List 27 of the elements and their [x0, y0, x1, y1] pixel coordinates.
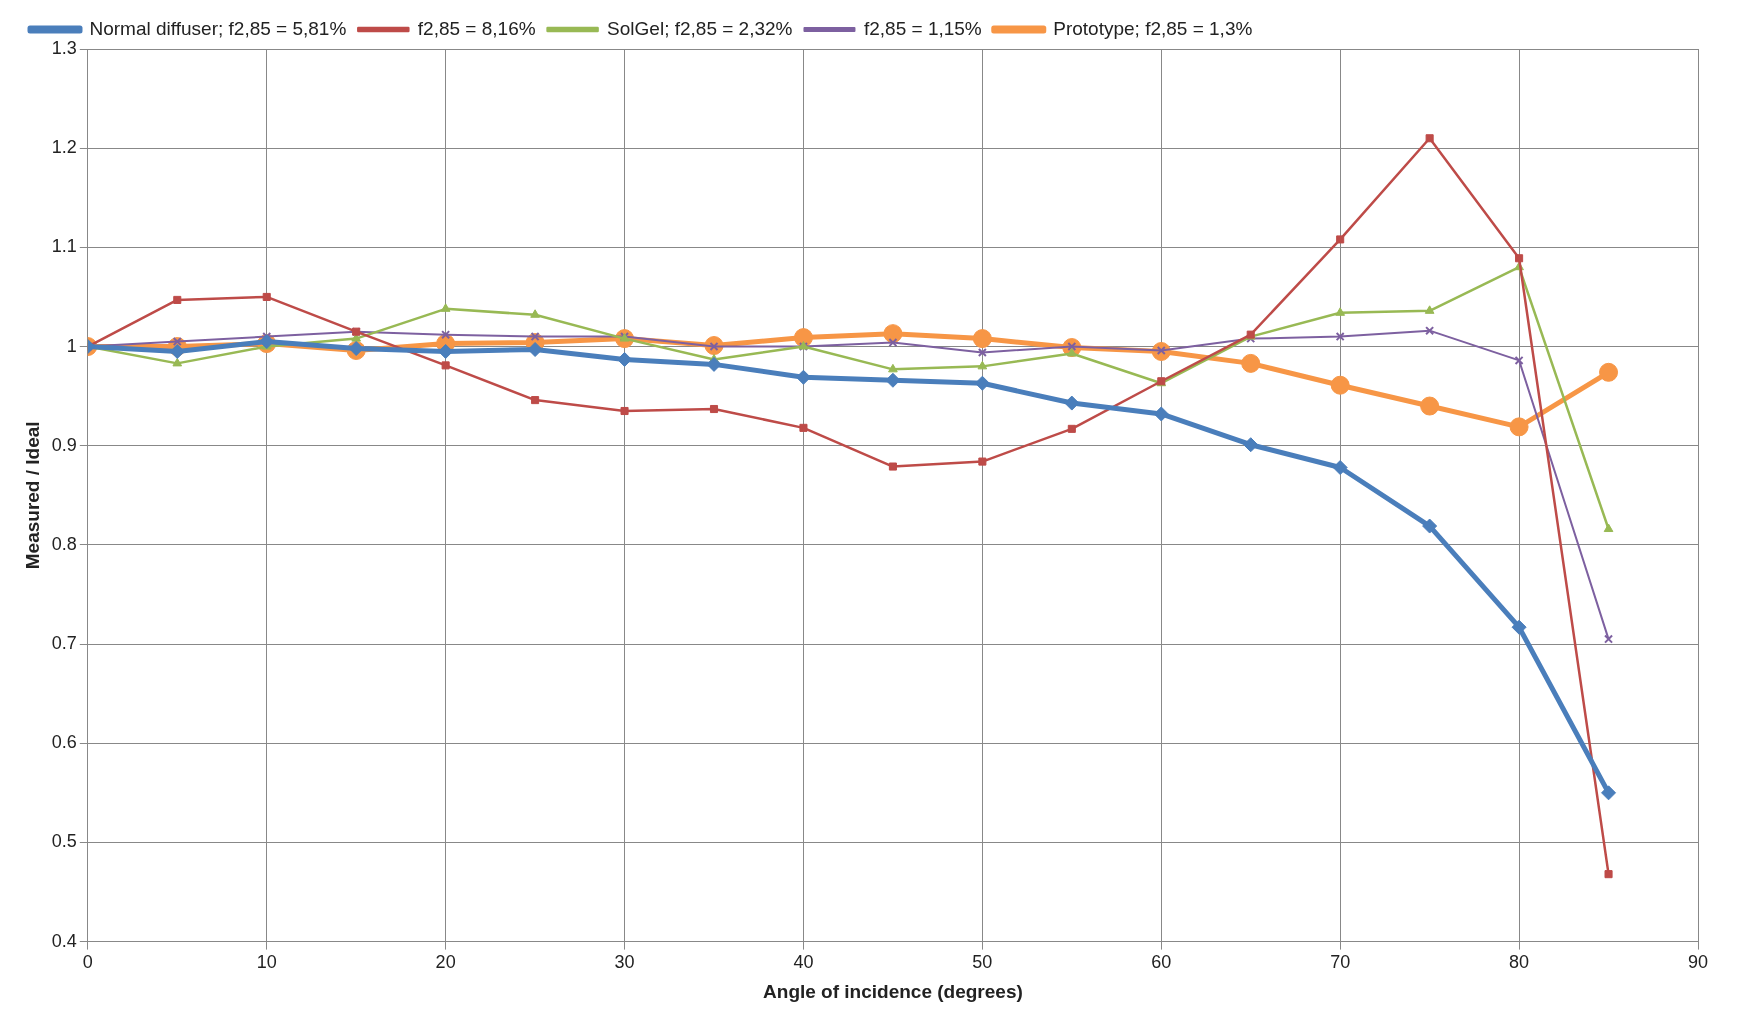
legend-label: f2,85 = 1,15% — [863, 17, 982, 39]
x-tick-label: 70 — [1330, 952, 1351, 973]
legend-label: SolGel; f2,85 = 2,32% — [607, 17, 793, 39]
x-tick-label: 50 — [972, 952, 993, 973]
x-tick-label: 60 — [1151, 952, 1172, 973]
x-tick-label: 80 — [1509, 952, 1530, 973]
legend-label: Prototype; f2,85 = 1,3% — [1053, 17, 1253, 39]
y-axis-title: Measured / Ideal — [21, 421, 43, 570]
y-tick-label: 0.9 — [51, 434, 77, 455]
y-tick-label: 0.8 — [51, 533, 77, 554]
legend-label: Normal diffuser; f2,85 = 5,81% — [89, 17, 347, 39]
y-tick-label: 1.2 — [51, 137, 77, 158]
x-tick-label: 30 — [614, 952, 635, 973]
x-tick-label: 20 — [435, 952, 456, 973]
x-tick-label: 40 — [793, 952, 814, 973]
y-tick-label: 0.7 — [51, 633, 77, 654]
x-axis-title: Angle of incidence (degrees) — [763, 980, 1023, 1002]
y-tick-label: 1 — [66, 335, 77, 356]
legend-label: f2,85 = 8,16% — [417, 17, 536, 39]
y-tick-label: 1.3 — [51, 37, 77, 58]
y-tick-label: 1.1 — [51, 236, 77, 257]
y-tick-label: 0.6 — [51, 732, 77, 753]
y-tick-label: 0.5 — [51, 831, 77, 852]
y-tick-label: 0.4 — [51, 930, 77, 951]
x-tick-label: 10 — [256, 952, 277, 973]
x-tick-label: 0 — [82, 952, 93, 973]
x-tick-label: 90 — [1687, 952, 1709, 973]
